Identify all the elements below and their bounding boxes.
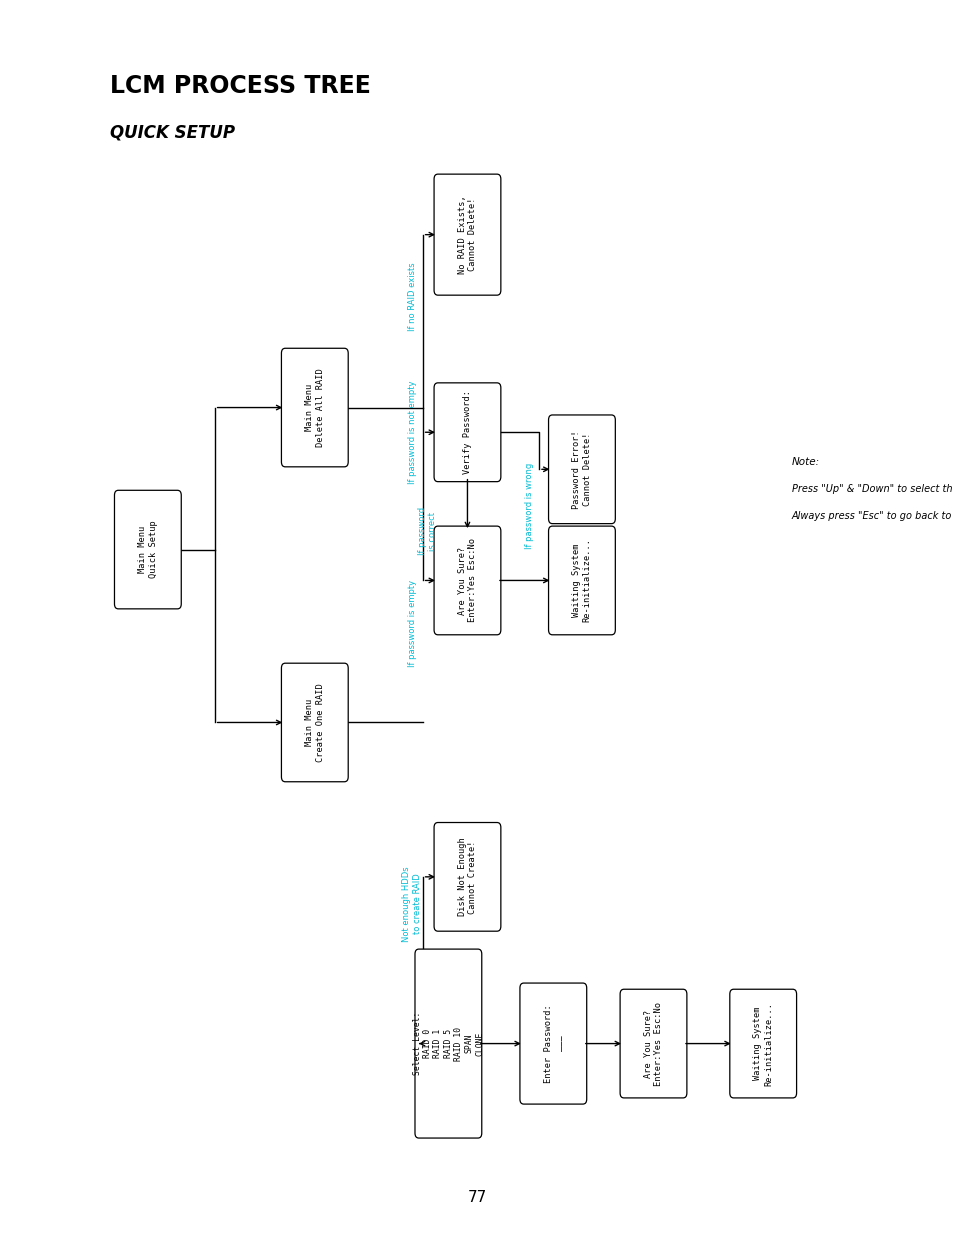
Text: If password
is correct: If password is correct bbox=[417, 508, 436, 555]
Text: Enter Password:
___: Enter Password: ___ bbox=[543, 1004, 562, 1083]
Text: Always press "Esc" to go back to Main Menu: Always press "Esc" to go back to Main Me… bbox=[791, 511, 953, 521]
FancyBboxPatch shape bbox=[548, 526, 615, 635]
Text: No RAID Exists,
Cannot Delete!: No RAID Exists, Cannot Delete! bbox=[457, 195, 476, 274]
FancyBboxPatch shape bbox=[434, 174, 500, 295]
Text: Main Menu
Create One RAID: Main Menu Create One RAID bbox=[305, 683, 324, 762]
FancyBboxPatch shape bbox=[619, 989, 686, 1098]
FancyBboxPatch shape bbox=[281, 348, 348, 467]
Text: Not enough HDDs
to create RAID: Not enough HDDs to create RAID bbox=[402, 866, 421, 942]
Text: LCM PROCESS TREE: LCM PROCESS TREE bbox=[110, 74, 370, 98]
Text: Select Level:
RAID 0
RAID 1
RAID 5
RAID 10
SPAN
CLONE: Select Level: RAID 0 RAID 1 RAID 5 RAID … bbox=[413, 1011, 483, 1076]
Text: Press "Up" & "Down" to select the RAID Level: Press "Up" & "Down" to select the RAID L… bbox=[791, 484, 953, 494]
FancyBboxPatch shape bbox=[548, 415, 615, 524]
Text: QUICK SETUP: QUICK SETUP bbox=[110, 124, 234, 142]
FancyBboxPatch shape bbox=[415, 948, 481, 1139]
Text: 77: 77 bbox=[467, 1191, 486, 1205]
Text: If no RAID exists: If no RAID exists bbox=[407, 262, 416, 331]
FancyBboxPatch shape bbox=[434, 383, 500, 482]
Text: Waiting System
Re-initialize...: Waiting System Re-initialize... bbox=[753, 1002, 772, 1086]
FancyBboxPatch shape bbox=[519, 983, 586, 1104]
Text: Verify Password:: Verify Password: bbox=[462, 390, 472, 474]
Text: If password is wrong: If password is wrong bbox=[524, 463, 534, 550]
Text: Main Menu
Delete All RAID: Main Menu Delete All RAID bbox=[305, 368, 324, 447]
Text: Waiting System
Re-initialize...: Waiting System Re-initialize... bbox=[572, 538, 591, 622]
Text: Are You Sure?
Enter:Yes Esc:No: Are You Sure? Enter:Yes Esc:No bbox=[457, 538, 476, 622]
FancyBboxPatch shape bbox=[434, 526, 500, 635]
Text: Password Error!
Cannot Delete!: Password Error! Cannot Delete! bbox=[572, 430, 591, 509]
FancyBboxPatch shape bbox=[434, 823, 500, 931]
Text: Note:: Note: bbox=[791, 457, 819, 467]
Text: Disk Not Enough
Cannot Create!: Disk Not Enough Cannot Create! bbox=[457, 837, 476, 916]
FancyBboxPatch shape bbox=[729, 989, 796, 1098]
FancyBboxPatch shape bbox=[114, 490, 181, 609]
Text: If password is empty: If password is empty bbox=[407, 580, 416, 667]
FancyBboxPatch shape bbox=[281, 663, 348, 782]
Text: If password is not empty: If password is not empty bbox=[407, 380, 416, 484]
Text: Are You Sure?
Enter:Yes Esc:No: Are You Sure? Enter:Yes Esc:No bbox=[643, 1002, 662, 1086]
Text: Main Menu
Quick Setup: Main Menu Quick Setup bbox=[138, 521, 157, 578]
